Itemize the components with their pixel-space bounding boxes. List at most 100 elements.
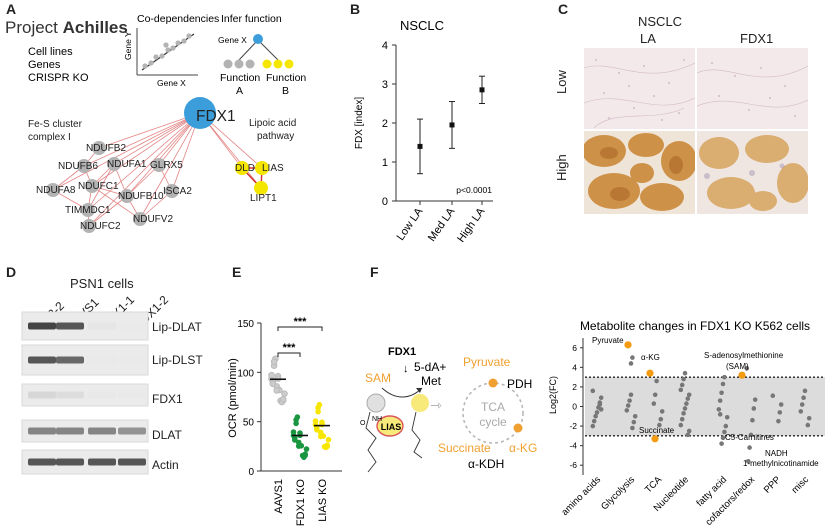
sig-star-lias: *** xyxy=(294,316,308,328)
lipoic-line2: pathway xyxy=(257,131,294,142)
chart-b-xtick-label: Med LA xyxy=(426,205,458,243)
fes-line2: complex I xyxy=(28,132,71,143)
chart-f-point xyxy=(751,406,757,411)
pathway-sam: SAM xyxy=(365,371,391,385)
pathway-fdx1: FDX1 xyxy=(388,346,416,358)
tca-pyruvate-node xyxy=(488,378,498,388)
chart-f-category-label: TCA xyxy=(643,474,665,496)
chart-e-point xyxy=(302,451,308,457)
blot-band xyxy=(88,427,116,435)
chart-f-point xyxy=(801,395,806,400)
chart-f-label-sam-abbr: (SAM) xyxy=(726,362,749,371)
chart-f-label-pyruvate: Pyruvate xyxy=(592,336,624,345)
chart-f-label-c5: C5-Carnitines xyxy=(725,433,774,442)
pathway-lipoylated xyxy=(411,394,429,412)
pathway-pdh: PDH xyxy=(507,377,532,391)
chart-f-point xyxy=(719,390,724,396)
chart-e-point xyxy=(273,387,281,394)
chart-f-ytick-label: -6 xyxy=(569,460,577,470)
chart-f-label-succinate: Succinate xyxy=(639,426,675,435)
chart-b-ytick-label: 4 xyxy=(382,40,388,52)
chart-f-label-nadh: NADH xyxy=(765,449,788,458)
significance-brackets xyxy=(277,326,323,357)
chart-f-point xyxy=(798,409,804,414)
chart-f-title: Metabolite changes in FDX1 KO K562 cells xyxy=(580,319,810,333)
node-ndufv2 xyxy=(133,212,147,226)
chart-f-point xyxy=(591,418,597,424)
blot-strip xyxy=(21,383,149,407)
node-ndufa8 xyxy=(46,183,60,197)
chart-b: NSCLC FDX [index] 0 1 2 3 4 Low LA Med LAHigh… xyxy=(354,18,493,245)
label-ndufc2: NDUFC2 xyxy=(80,221,121,232)
chart-f-point xyxy=(747,445,752,450)
chart-e-ylabel: OCR (pmol/min) xyxy=(227,358,239,437)
panel-c-col-la: LA xyxy=(640,31,656,46)
chart-e-point xyxy=(312,418,319,424)
tca-akg-node xyxy=(513,423,523,433)
chart-f-point xyxy=(632,413,638,419)
chart-e-point xyxy=(314,426,320,433)
ihc-low-fdx1 xyxy=(697,48,808,129)
chart-e-point xyxy=(317,433,324,440)
western-blots xyxy=(21,311,149,475)
blot-band xyxy=(88,391,116,399)
atom-o: O xyxy=(360,420,366,427)
chart-e-point xyxy=(281,390,288,398)
chart-f-ytick-label: 2 xyxy=(572,382,577,392)
panel-c-col-fdx1: FDX1 xyxy=(740,31,774,46)
chart-f-point xyxy=(682,406,688,411)
chart-f-point xyxy=(654,378,659,384)
chart-f-point xyxy=(770,393,776,399)
func-b-line1: Function xyxy=(266,72,306,84)
node-ndufb10 xyxy=(120,189,134,203)
chart-f-point xyxy=(679,382,685,388)
chart-f-point xyxy=(717,412,723,417)
blot-band xyxy=(118,391,146,399)
infer-title: Infer function xyxy=(221,13,282,25)
chart-f-ytick-label: 4 xyxy=(572,362,577,372)
func-b-line2: B xyxy=(282,85,289,97)
chart-f-label-akg: α-KG xyxy=(641,353,660,362)
chart-f: Metabolite changes in FDX1 KO K562 cells… xyxy=(548,319,825,528)
blot-band xyxy=(28,391,56,399)
pathway-lias: LIAS xyxy=(381,422,402,432)
chart-f-point xyxy=(598,395,604,400)
panel-c-title: NSCLC xyxy=(638,14,683,29)
chart-b-title: NSCLC xyxy=(400,18,444,33)
chart-f-point xyxy=(628,361,634,366)
chart-f-point xyxy=(799,402,805,407)
blot-band xyxy=(118,322,146,330)
chart-e-point xyxy=(269,380,277,388)
node-ndufb2 xyxy=(92,141,106,155)
func-a-line1: Function xyxy=(220,72,260,84)
chart-b-mean-point xyxy=(479,87,485,93)
chart-f-category-label: misc xyxy=(790,474,812,496)
chart-f-ytick-label: -4 xyxy=(569,441,577,451)
chart-e-xtick-label: LIAS KO xyxy=(317,479,329,522)
codep-title: Co-dependencies xyxy=(137,13,219,25)
chart-f-point xyxy=(750,417,755,423)
blot-band xyxy=(118,427,146,435)
blot-band xyxy=(88,356,116,364)
blot-band xyxy=(28,427,56,435)
chart-e-point xyxy=(324,442,330,449)
pathway-down-arrow: ↓ xyxy=(403,363,409,375)
chart-e-point xyxy=(303,446,310,452)
chart-f-point xyxy=(685,432,691,438)
blot-label-fdx1: FDX1 xyxy=(152,392,183,406)
func-a-line2: A xyxy=(236,85,243,97)
panel-d-title: PSN1 cells xyxy=(70,276,134,291)
chart-f-point xyxy=(686,392,692,398)
node-lipt1 xyxy=(254,181,268,195)
blot-band xyxy=(56,322,84,330)
chart-b-mean-point xyxy=(417,143,423,149)
blot-band xyxy=(56,356,84,364)
chart-e-ytick-label: 100 xyxy=(237,368,254,379)
chart-f-point xyxy=(748,432,754,438)
pathway-arrow-right: ⇾ xyxy=(430,397,442,413)
blot-label-dlat: DLAT xyxy=(152,428,182,442)
chart-f-point xyxy=(724,414,730,420)
chart-f-label-sam: S-adenosylmethionine xyxy=(704,351,784,360)
chart-f-point xyxy=(719,441,724,446)
pathway-tca-1: TCA xyxy=(481,400,505,414)
